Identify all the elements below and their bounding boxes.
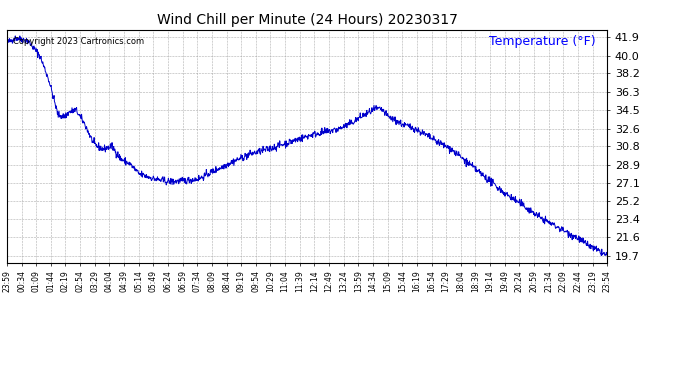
Text: Copyright 2023 Cartronics.com: Copyright 2023 Cartronics.com: [13, 37, 144, 46]
Title: Wind Chill per Minute (24 Hours) 20230317: Wind Chill per Minute (24 Hours) 2023031…: [157, 13, 457, 27]
Text: Temperature (°F): Temperature (°F): [489, 34, 595, 48]
